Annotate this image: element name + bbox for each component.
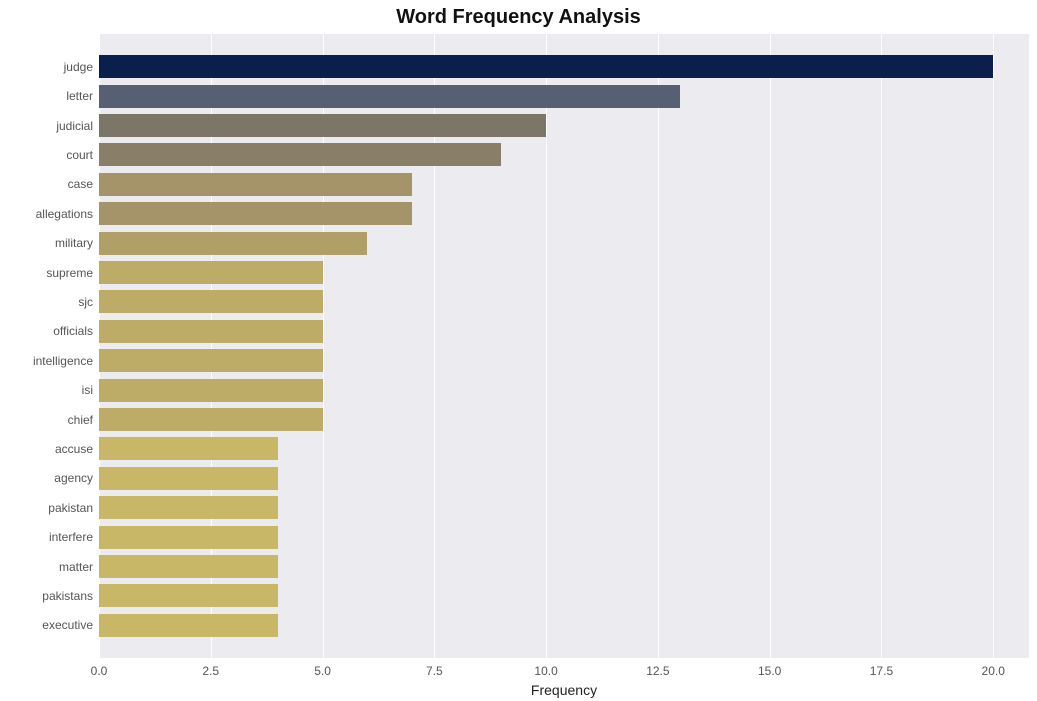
bar: [99, 467, 278, 490]
bar: [99, 173, 412, 196]
gridline: [546, 34, 547, 658]
y-tick-label: pakistan: [48, 501, 93, 515]
bar: [99, 114, 546, 137]
x-tick-label: 12.5: [646, 664, 669, 678]
y-tick-label: judicial: [56, 119, 93, 133]
bar: [99, 526, 278, 549]
bar: [99, 614, 278, 637]
y-tick-label: officials: [53, 324, 93, 338]
bar: [99, 408, 323, 431]
chart-title: Word Frequency Analysis: [0, 6, 1037, 29]
x-tick-label: 2.5: [202, 664, 219, 678]
bar: [99, 143, 501, 166]
bar: [99, 349, 323, 372]
y-tick-label: military: [55, 236, 93, 250]
x-tick-label: 17.5: [870, 664, 893, 678]
y-tick-label: matter: [59, 560, 93, 574]
x-tick-label: 0.0: [91, 664, 108, 678]
gridline: [770, 34, 771, 658]
x-tick-label: 5.0: [314, 664, 331, 678]
chart-container: Word Frequency Analysis judge letter judic…: [0, 0, 1037, 701]
y-tick-label: executive: [42, 618, 93, 632]
x-tick-label: 15.0: [758, 664, 781, 678]
y-tick-label: allegations: [36, 207, 93, 221]
y-tick-label: isi: [82, 383, 93, 397]
y-tick-label: supreme: [46, 266, 93, 280]
bar: [99, 584, 278, 607]
x-tick-label: 20.0: [982, 664, 1005, 678]
x-axis-label: Frequency: [99, 682, 1029, 698]
bar: [99, 437, 278, 460]
bar: [99, 379, 323, 402]
gridline: [658, 34, 659, 658]
bar: [99, 555, 278, 578]
y-tick-label: pakistans: [42, 589, 93, 603]
y-tick-label: intelligence: [33, 354, 93, 368]
y-tick-label: judge: [64, 60, 93, 74]
y-tick-label: sjc: [78, 295, 93, 309]
bar: [99, 202, 412, 225]
bar: [99, 290, 323, 313]
plot-area: [99, 34, 1029, 658]
bar: [99, 320, 323, 343]
bar: [99, 85, 680, 108]
y-tick-label: chief: [68, 413, 93, 427]
bar: [99, 261, 323, 284]
bar: [99, 232, 367, 255]
y-tick-label: agency: [54, 471, 93, 485]
y-tick-label: accuse: [55, 442, 93, 456]
bar: [99, 496, 278, 519]
y-tick-label: case: [68, 177, 93, 191]
x-tick-label: 7.5: [426, 664, 443, 678]
y-tick-label: letter: [66, 89, 93, 103]
x-tick-label: 10.0: [534, 664, 557, 678]
gridline: [993, 34, 994, 658]
gridline: [881, 34, 882, 658]
y-tick-label: court: [66, 148, 93, 162]
y-tick-label: interfere: [49, 530, 93, 544]
bar: [99, 55, 993, 78]
